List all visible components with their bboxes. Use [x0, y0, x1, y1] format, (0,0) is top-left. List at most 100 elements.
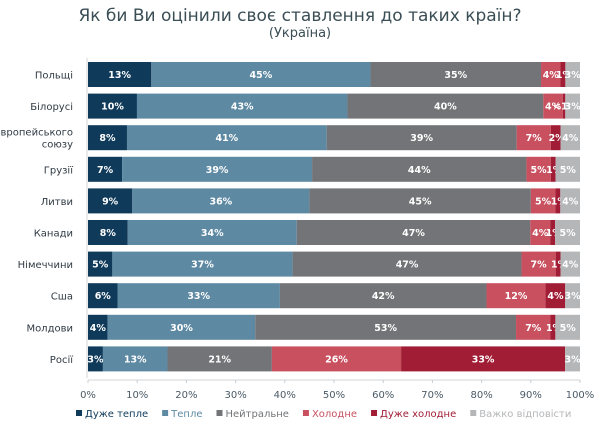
bar-segment — [292, 251, 522, 277]
data-label: 2% — [549, 133, 566, 144]
bar-segment — [543, 93, 563, 119]
bar-segment — [309, 188, 531, 214]
data-label: 1% — [546, 228, 563, 239]
x-tick-label: 80% — [470, 390, 492, 401]
bar-segment — [370, 62, 542, 87]
x-tick-label: 0% — [80, 390, 96, 401]
legend-label: Нейтральне — [225, 409, 288, 420]
data-label: 1% — [551, 260, 568, 271]
data-label: 3% — [565, 102, 582, 113]
x-tick-label: 70% — [421, 390, 443, 401]
bar-segment — [88, 283, 118, 309]
data-label: 44% — [408, 165, 431, 176]
data-label: 1% — [556, 70, 573, 81]
bar-segment — [88, 346, 103, 372]
data-label: 30% — [170, 323, 193, 334]
data-label: 3% — [87, 354, 104, 365]
data-label: 3% — [564, 354, 581, 365]
bar-segment — [560, 125, 580, 151]
data-label: 1% — [551, 196, 568, 207]
category-label: Сша — [51, 292, 73, 303]
bar-segment — [271, 346, 402, 372]
data-label: 3% — [565, 291, 582, 302]
bar-segment — [326, 125, 517, 151]
data-label: 47% — [396, 260, 419, 271]
x-tick-label: 30% — [224, 390, 246, 401]
bar-segment — [88, 220, 128, 245]
legend-swatch — [470, 410, 477, 416]
bar-segment — [102, 346, 168, 372]
data-label: 4% — [90, 323, 107, 334]
bar-segment — [526, 156, 551, 182]
bar-segment — [555, 156, 580, 182]
category-label: Білорусі — [30, 101, 73, 113]
legend-swatch — [371, 410, 378, 416]
bar-segment — [555, 220, 580, 245]
legend-label: Дуже тепле — [85, 409, 148, 420]
data-label: 42% — [372, 291, 395, 302]
category-label: Росії — [50, 354, 73, 366]
data-label: 40% — [434, 102, 457, 113]
bar-segment — [550, 156, 556, 182]
data-label: 45% — [250, 70, 273, 81]
data-label: 1% — [546, 165, 563, 176]
bar-segment — [112, 251, 293, 277]
bar-segment — [530, 220, 551, 245]
legend-label: Холодне — [312, 409, 357, 420]
data-label: 53% — [374, 323, 397, 334]
category-label: Литви — [41, 197, 73, 208]
bar-segment — [550, 220, 556, 245]
data-label: 43% — [231, 102, 254, 113]
data-label: 47% — [402, 228, 425, 239]
bar-segment — [312, 156, 527, 182]
legend-label: Тепле — [170, 409, 202, 420]
bar-segment — [555, 251, 561, 277]
bar-segment — [88, 125, 127, 151]
bar-segment — [136, 93, 348, 119]
bar-segment — [88, 314, 108, 340]
legend-swatch — [302, 410, 309, 416]
data-label: 41% — [215, 133, 238, 144]
bar-segment — [555, 188, 561, 214]
bar-segment — [132, 188, 310, 214]
bar-segment — [151, 62, 371, 87]
legend-swatch — [76, 410, 82, 416]
x-tick-label: 10% — [126, 390, 148, 401]
data-label: 5% — [535, 196, 552, 207]
data-label: 34% — [201, 228, 224, 239]
bar-segment — [562, 93, 566, 119]
bar-segment — [117, 283, 280, 309]
bar-segment — [88, 93, 137, 119]
data-label: 45% — [409, 196, 432, 207]
bar-segment — [541, 62, 561, 87]
data-label: 4% — [562, 260, 579, 271]
bar-segment — [545, 283, 566, 309]
bar-segment — [550, 125, 561, 151]
data-label: 7% — [526, 133, 543, 144]
data-label: 5% — [560, 228, 577, 239]
x-tick-label: 60% — [372, 390, 394, 401]
data-label: 35% — [444, 70, 467, 81]
bar-segment — [296, 220, 531, 245]
data-label: 7% — [97, 165, 114, 176]
data-label: 8% — [99, 133, 116, 144]
category-label: Німеччини — [18, 259, 73, 271]
bar-segment — [107, 314, 256, 340]
data-label: 3% — [565, 70, 582, 81]
data-label: 4% — [562, 196, 579, 207]
data-label: 33% — [187, 291, 210, 302]
data-label: 4% — [543, 70, 560, 81]
data-label: 13% — [108, 70, 131, 81]
data-label: 39% — [206, 165, 229, 176]
bar-segment — [565, 283, 580, 309]
legend-label: Важко відповісти — [479, 408, 571, 420]
data-label: 9% — [102, 196, 119, 207]
data-label: 12% — [505, 291, 528, 302]
data-label: 5% — [560, 323, 577, 334]
bar-segment — [122, 156, 313, 182]
category-label: Європейського союзу — [0, 128, 73, 151]
data-label: 33% — [472, 354, 495, 365]
bar-segment — [555, 314, 580, 340]
bar-segment — [401, 346, 566, 372]
